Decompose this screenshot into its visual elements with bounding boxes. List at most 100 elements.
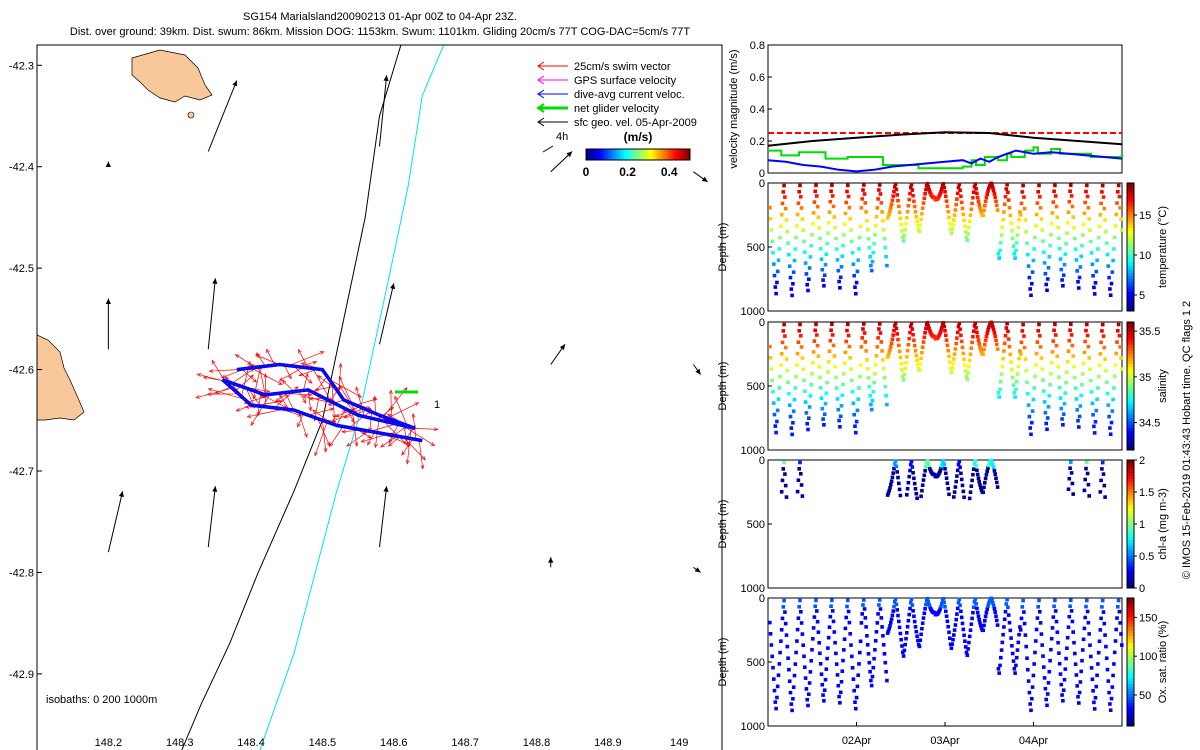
swim-vector [415, 428, 438, 430]
section-dot [1099, 201, 1103, 206]
section-dot [1096, 235, 1101, 240]
section-dot [822, 688, 827, 692]
section-dot [977, 480, 981, 484]
section-dot [781, 329, 786, 333]
swim-vector [331, 408, 364, 422]
section-dot [1003, 333, 1008, 338]
section-dot [1059, 682, 1064, 687]
section-dot [919, 217, 923, 222]
section-dot [972, 185, 977, 189]
section-dot [832, 630, 837, 634]
section-dot [967, 358, 972, 363]
swim-vector [336, 409, 346, 426]
section-dot [876, 612, 880, 616]
section-dot [819, 672, 824, 676]
section-dot [1038, 206, 1043, 210]
section-colorbar-cell [1127, 256, 1134, 261]
section-dot [789, 287, 794, 291]
map-x-tick-label: 148.9 [594, 737, 622, 749]
section-dot [779, 352, 784, 356]
section-dot [952, 633, 956, 637]
section-dot [1007, 620, 1012, 625]
section-dot [1099, 478, 1103, 483]
section-dot [800, 217, 805, 221]
section-dot [808, 394, 813, 398]
section-dot [979, 488, 984, 492]
section-dot [915, 634, 919, 639]
section-colorbar-tick-label: 2 [1139, 455, 1145, 467]
section-dot [971, 329, 976, 333]
section-dot [940, 322, 945, 327]
section-dot [1046, 405, 1051, 409]
section-dot [1072, 640, 1076, 645]
section-dot [785, 644, 790, 649]
section-dot [945, 343, 950, 348]
section-dot [1064, 656, 1068, 661]
section-dot [1026, 264, 1031, 268]
section-dot [1045, 692, 1050, 696]
section-dot [1090, 262, 1095, 267]
section-dot [894, 602, 899, 607]
section-dot [976, 338, 981, 343]
section-dot [837, 418, 841, 423]
land-coast [37, 334, 85, 421]
section-dot [944, 471, 948, 476]
section-dot [912, 481, 917, 486]
speed-colorbar: 0 0.2 0.4 [583, 148, 691, 179]
legend-label: net glider velocity [574, 103, 659, 115]
section-dot [1092, 424, 1096, 429]
section-dot [941, 597, 946, 601]
section-dot [893, 462, 897, 466]
section-dot [871, 389, 876, 394]
section-colorbar-cell [1127, 716, 1134, 721]
section-dot [901, 650, 905, 655]
section-dot [893, 459, 898, 463]
swim-vector [313, 376, 328, 395]
section-dot [805, 421, 809, 426]
section-dot [812, 339, 817, 343]
section-colorbar-cell [1127, 620, 1134, 625]
section-dot [901, 378, 906, 382]
section-dot [783, 483, 788, 488]
section-dot [905, 209, 910, 214]
section-dot [768, 620, 772, 625]
section-dot [856, 673, 860, 677]
section-dot [983, 614, 988, 619]
section-dot [899, 222, 903, 227]
legend-swatch-head [537, 75, 545, 85]
section-dot [1035, 201, 1040, 205]
section-dot [1064, 380, 1068, 385]
section-dot [1061, 284, 1065, 288]
section-dot [1036, 605, 1040, 609]
section-colorbar-cell [1127, 697, 1134, 701]
section-dot [1004, 602, 1009, 606]
speed-colorbar-cell [658, 149, 661, 160]
section-dot [1047, 393, 1052, 398]
section-dot [1034, 224, 1038, 228]
section-dot [833, 225, 837, 230]
section-dot [1034, 627, 1039, 632]
section-dot [877, 188, 881, 192]
section-dot [1014, 248, 1018, 253]
section-dot [996, 667, 1001, 671]
section-colorbar-tick-label: 1.5 [1139, 487, 1154, 499]
isobath-200m [181, 45, 402, 750]
section-dot [978, 483, 982, 487]
section-dots [768, 596, 1124, 713]
section-dot [791, 282, 795, 286]
section-dot [984, 472, 989, 477]
section-dot [826, 635, 831, 640]
section-dot [905, 355, 909, 359]
section-dot [1116, 329, 1120, 333]
section-dot [837, 279, 841, 284]
map-y-tick-label: -42.8 [9, 567, 34, 579]
swim-vector-head [367, 440, 372, 446]
section-dot [1075, 269, 1079, 273]
section-dot [986, 189, 990, 193]
section-dot [858, 639, 863, 644]
section-dot [779, 628, 784, 632]
section-dot [812, 200, 817, 204]
speed-colorbar-cell [602, 149, 605, 160]
section-dot [880, 349, 884, 353]
section-dot [1061, 423, 1065, 427]
